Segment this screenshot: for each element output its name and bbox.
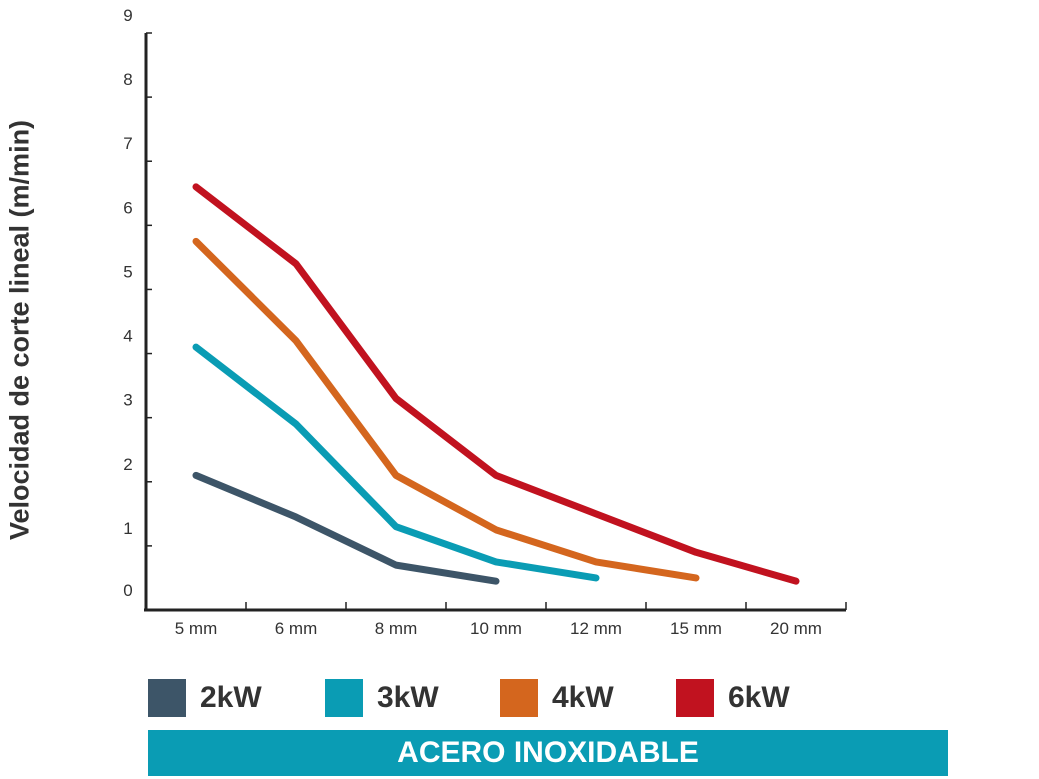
legend-swatch-6kw <box>676 679 714 717</box>
y-tick-label: 5 <box>123 262 132 281</box>
x-tick-label: 12 mm <box>570 619 622 638</box>
x-tick-label: 20 mm <box>770 619 822 638</box>
series-line-6kw <box>192 183 800 585</box>
y-tick-label: 2 <box>123 455 132 474</box>
legend-item-3kw: 3kW <box>325 678 439 718</box>
x-tick-label: 6 mm <box>275 619 318 638</box>
series-line-4kw <box>192 237 700 582</box>
y-tick-label: 0 <box>123 581 132 600</box>
y-tick-label: 3 <box>123 391 132 410</box>
y-tick-label: 8 <box>123 70 132 89</box>
y-axis-label: Velocidad de corte lineal (m/min) <box>4 119 35 541</box>
legend-label-4kw: 4kW <box>552 681 614 714</box>
y-tick-label: 9 <box>123 6 132 25</box>
legend-swatch-3kw <box>325 679 363 717</box>
y-tick-label: 4 <box>123 327 132 346</box>
y-tick-label: 1 <box>123 519 132 538</box>
legend-item-6kw: 6kW <box>676 678 790 718</box>
legend-label-2kw: 2kW <box>200 681 262 714</box>
x-tick-label: 15 mm <box>670 619 722 638</box>
legend: 2kW 3kW 4kW 6kW <box>148 678 868 718</box>
line-chart: 0 1 2 3 4 5 6 7 8 9 5 mm 6 mm 8 mm 10 mm 12 mm 15 mm 20 … <box>123 6 847 638</box>
y-tick-label: 7 <box>123 134 132 153</box>
legend-item-2kw: 2kW <box>148 678 262 718</box>
x-tick-label: 5 mm <box>175 619 218 638</box>
legend-label-6kw: 6kW <box>728 681 790 714</box>
x-tick-label: 10 mm <box>470 619 522 638</box>
legend-item-4kw: 4kW <box>500 678 614 718</box>
material-banner: ACERO INOXIDABLE <box>148 730 948 776</box>
y-tick-label: 6 <box>123 198 132 217</box>
legend-swatch-2kw <box>148 679 186 717</box>
series-line-2kw <box>192 471 500 585</box>
legend-swatch-4kw <box>500 679 538 717</box>
x-tick-label: 8 mm <box>375 619 418 638</box>
legend-label-3kw: 3kW <box>377 681 439 714</box>
